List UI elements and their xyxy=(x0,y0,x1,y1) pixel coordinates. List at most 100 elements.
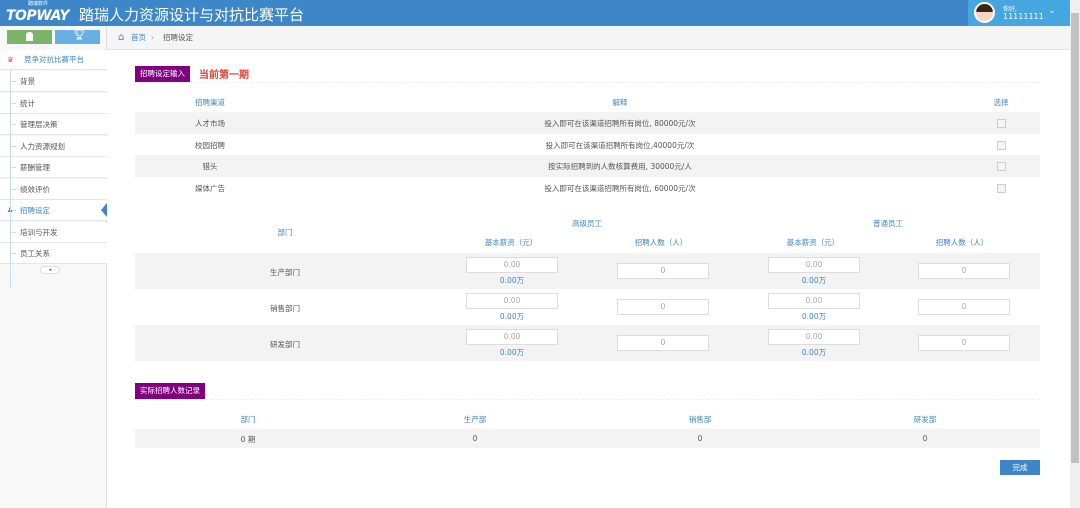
sidebar-item-label: 绩效评价 xyxy=(20,184,50,194)
channel-name: 人才市场 xyxy=(195,119,225,128)
section-recruit-input: 招聘设定输入 xyxy=(135,66,190,82)
collapse-sidebar-button[interactable]: ◂ xyxy=(40,266,60,274)
scrollbar-thumb[interactable] xyxy=(1071,13,1079,463)
dept-name: 销售部门 xyxy=(270,304,300,313)
sidebar-item-label: 薪酬管理 xyxy=(20,163,50,172)
channel-desc: 按实际招聘到的人数核算费用, 30000元/人 xyxy=(548,162,692,171)
tree-branch xyxy=(10,145,16,147)
chevron-down-icon[interactable]: ⌄ xyxy=(1048,6,1056,16)
current-period: 当前第一期 xyxy=(199,70,249,81)
trophy-icon: 🏆︎ xyxy=(73,30,86,41)
sub-header: 基本薪资（元） xyxy=(484,238,538,247)
hire-count-input[interactable]: 0 xyxy=(617,335,709,351)
sidebar-item[interactable]: 人力资源规划 xyxy=(0,135,107,157)
actual-cell: 0 期 xyxy=(240,435,256,444)
actual-cell: 0 xyxy=(697,434,703,443)
breadcrumb-current: 招聘设定 xyxy=(163,33,193,42)
base-salary-input[interactable]: 0.00 xyxy=(768,293,860,309)
salary-wan: 0.00万 xyxy=(801,276,827,285)
breadcrumb: ⌂ 首页 › 招聘设定 xyxy=(107,26,1070,50)
logo-subtitle: 踏瑞软件 xyxy=(28,1,49,7)
channel-checkbox[interactable] xyxy=(997,183,1006,193)
row-bg xyxy=(135,253,1040,289)
top-header: 踏瑞软件 TOPWAY 踏瑞人力资源设计与对抗比赛平台 你好, 11111111… xyxy=(0,0,1070,26)
chevron-right-icon: › xyxy=(151,33,154,42)
salary-wan: 0.00万 xyxy=(801,348,827,357)
channel-checkbox[interactable] xyxy=(997,119,1006,128)
divider xyxy=(135,399,1040,400)
base-salary-input[interactable]: 0.00 xyxy=(466,257,558,273)
sidebar-item-label: 背景 xyxy=(20,77,35,86)
sidebar-item-label: 招聘设定 xyxy=(20,206,50,215)
user-icon xyxy=(26,32,33,41)
home-icon: ⌂ xyxy=(118,32,125,43)
tree-branch xyxy=(10,188,16,190)
section-actual-record: 实际招聘人数记录 xyxy=(135,383,205,399)
actual-header: 销售部 xyxy=(688,415,712,424)
sub-header: 基本薪资（元） xyxy=(786,238,840,247)
sidebar-item[interactable]: 绩效评价 xyxy=(0,178,107,200)
breadcrumb-home[interactable]: 首页 xyxy=(131,33,146,42)
sub-header: 招聘人数（人） xyxy=(935,238,989,247)
row-bg xyxy=(135,155,1040,177)
channel-desc: 投入即可在该渠道招聘所有岗位, 60000元/次 xyxy=(544,183,696,193)
sidebar: 🏆︎ ♛ 竞争对抗比赛平台 背景统计管理层决策人力资源规划 薪酬管理绩效评价招聘设定… xyxy=(0,26,107,508)
row-bg xyxy=(135,112,1040,134)
topway-logo: 踏瑞软件 TOPWAY xyxy=(6,0,76,26)
user-id: 11111111 xyxy=(1003,12,1044,21)
sidebar-item[interactable]: 管理层决策 xyxy=(0,114,107,135)
user-icon-button[interactable] xyxy=(7,30,52,44)
active-indicator xyxy=(101,203,107,217)
channel-header: 解释 xyxy=(612,98,628,107)
hire-count-input[interactable]: 0 xyxy=(617,263,709,279)
dept-name: 生产部门 xyxy=(270,268,300,277)
sidebar-item[interactable]: 统计 xyxy=(0,92,107,114)
sidebar-item[interactable]: 培训与开发 xyxy=(0,221,107,243)
tree-branch xyxy=(10,81,16,82)
sidebar-platform[interactable]: ♛ 竞争对抗比赛平台 xyxy=(0,50,107,70)
base-salary-input[interactable]: 0.00 xyxy=(466,329,558,345)
logo-wordmark: TOPWAY xyxy=(6,8,70,24)
divider xyxy=(135,82,1040,83)
sidebar-item-label: 统计 xyxy=(20,98,35,108)
row-bg xyxy=(135,325,1040,361)
regular-header: 普通员工 xyxy=(873,219,903,228)
sidebar-item-label: 员工关系 xyxy=(20,249,50,258)
base-salary-input[interactable]: 0.00 xyxy=(768,329,860,345)
sidebar-item[interactable]: 背景 xyxy=(0,71,107,92)
sidebar-item[interactable]: 员工关系 xyxy=(0,243,107,264)
sidebar-item[interactable]: 招聘设定♟ xyxy=(0,200,107,221)
sidebar-item-label: 培训与开发 xyxy=(20,227,58,237)
salary-wan: 0.00万 xyxy=(499,276,525,285)
channel-name: 校园招聘 xyxy=(195,140,225,150)
hire-count-input[interactable]: 0 xyxy=(617,299,709,315)
user-menu[interactable]: 你好, 11111111 ⌄ xyxy=(968,0,1070,26)
app-title: 踏瑞人力资源设计与对抗比赛平台 xyxy=(79,6,305,24)
tree-line xyxy=(10,70,11,287)
channel-header: 选择 xyxy=(993,98,1009,107)
salary-wan: 0.00万 xyxy=(499,312,525,321)
sidebar-item-label: 管理层决策 xyxy=(20,120,58,129)
trophy-icon-button[interactable]: 🏆︎ xyxy=(55,30,100,44)
tree-branch xyxy=(10,167,16,168)
row-bg xyxy=(135,429,1040,448)
base-salary-input[interactable]: 0.00 xyxy=(768,257,860,273)
channel-name: 媒体广告 xyxy=(195,183,225,193)
actual-cell: 0 xyxy=(922,434,928,443)
channel-header: 招聘渠道 xyxy=(195,98,225,107)
base-salary-input[interactable]: 0.00 xyxy=(466,293,558,309)
hire-count-input[interactable]: 0 xyxy=(918,335,1010,351)
sidebar-platform-label: 竞争对抗比赛平台 xyxy=(24,55,84,64)
sidebar-item[interactable]: 薪酬管理 xyxy=(0,157,107,178)
channel-desc: 投入即可在该渠道招聘所有岗位,40000元/次 xyxy=(545,140,695,150)
trophy-icon: ♛ xyxy=(7,55,14,64)
hire-count-input[interactable]: 0 xyxy=(918,263,1010,279)
sidebar-item-label: 人力资源规划 xyxy=(20,141,65,151)
channel-checkbox[interactable] xyxy=(997,140,1006,150)
done-button[interactable]: 完成 xyxy=(1000,460,1040,475)
avatar xyxy=(974,2,995,23)
hire-count-input[interactable]: 0 xyxy=(918,299,1010,315)
channel-name: 猎头 xyxy=(202,162,218,171)
senior-header: 高级员工 xyxy=(572,219,602,228)
channel-checkbox[interactable] xyxy=(997,162,1006,171)
